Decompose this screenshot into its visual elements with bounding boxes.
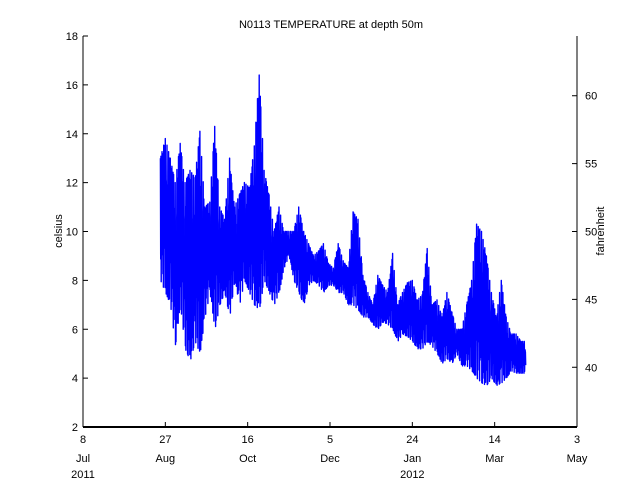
x-tick-month: Oct (239, 453, 256, 465)
y-tick-label: 18 (66, 31, 78, 43)
y2-tick-label: 55 (585, 159, 597, 171)
y-tick-label: 12 (66, 178, 78, 190)
y-tick-label: 16 (66, 80, 78, 92)
x-tick-month: May (567, 453, 588, 465)
x-tick-month: Aug (156, 453, 176, 465)
y2-tick-label: 60 (585, 91, 597, 103)
tick-marks-and-labels: 2468101214161840455055608Jul201127Aug16O… (66, 31, 598, 480)
x-tick-year: 2012 (400, 469, 424, 480)
chart-title: N0113 TEMPERATURE at depth 50m (239, 19, 423, 31)
y2-axis-label: fahrenheit (595, 207, 607, 256)
y2-tick-label: 45 (585, 294, 597, 306)
y2-tick-label: 40 (585, 362, 597, 374)
x-tick-year: 2011 (71, 469, 95, 480)
x-tick-day: 24 (406, 434, 418, 446)
y-tick-label: 2 (72, 422, 78, 434)
y-tick-label: 4 (72, 373, 78, 385)
x-tick-month: Jan (403, 453, 421, 465)
x-tick-day: 14 (489, 434, 501, 446)
y-tick-label: 6 (72, 324, 78, 336)
x-tick-day: 27 (159, 434, 171, 446)
x-tick-day: 3 (574, 434, 580, 446)
y-tick-label: 10 (66, 227, 78, 239)
x-tick-day: 8 (80, 434, 86, 446)
x-tick-day: 5 (327, 434, 333, 446)
x-tick-month: Dec (320, 453, 340, 465)
y2-tick-label: 50 (585, 227, 597, 239)
x-tick-month: Jul (76, 453, 90, 465)
series-band-0 (160, 133, 526, 365)
temperature-series (159, 74, 527, 386)
x-tick-day: 16 (242, 434, 254, 446)
y-tick-label: 14 (66, 129, 78, 141)
y-tick-label: 8 (72, 275, 78, 287)
x-tick-month: Mar (485, 453, 504, 465)
y-axis-label: celsius (53, 214, 65, 248)
